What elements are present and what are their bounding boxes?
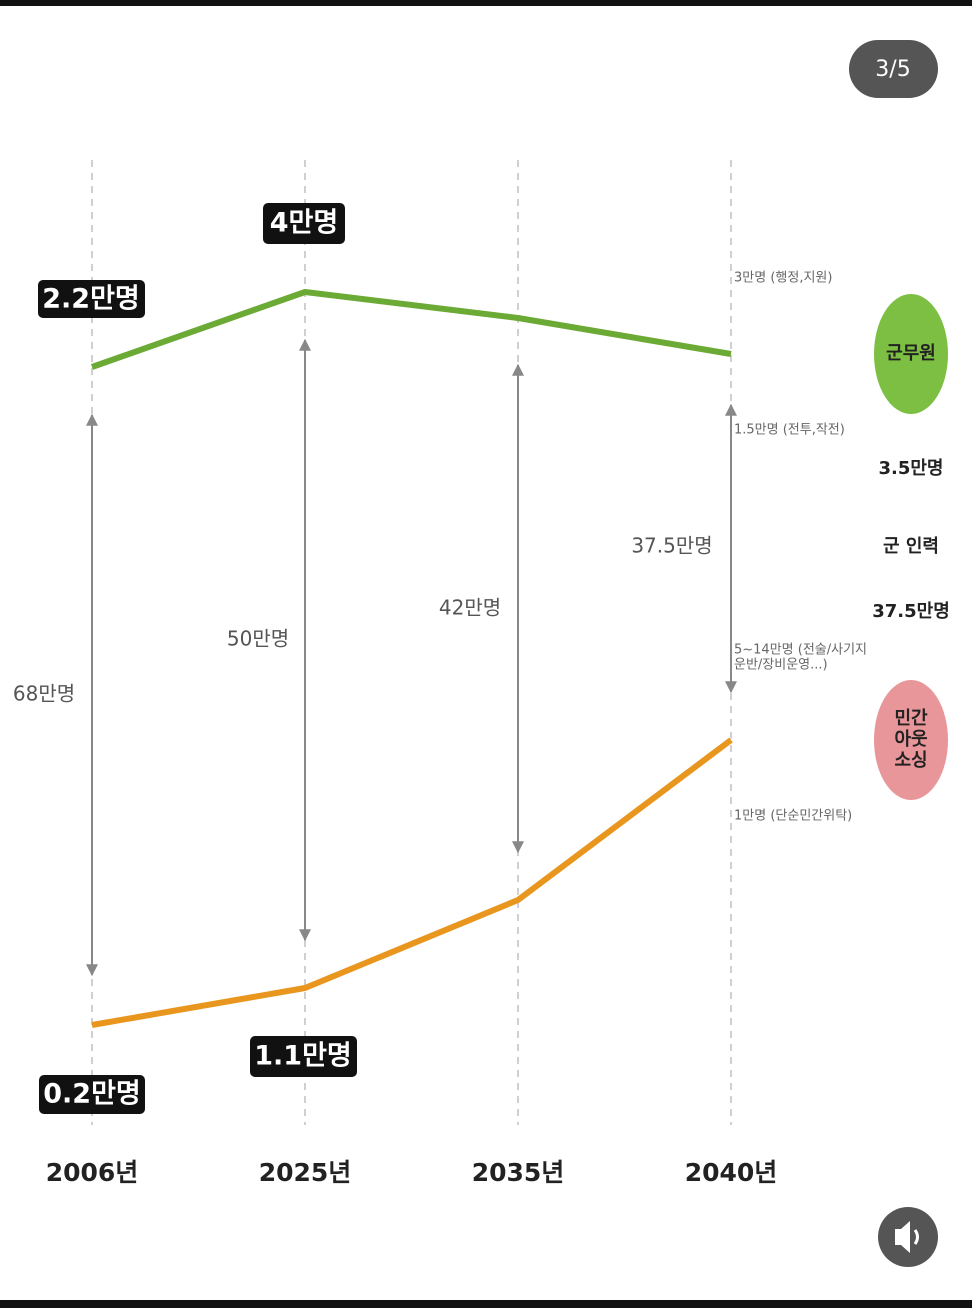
civilian-staff-tag: 4만명	[270, 208, 338, 239]
force-label: 42만명	[439, 596, 501, 620]
civilian-staff-line	[91, 289, 732, 370]
page-indicator[interactable]: 3/5	[849, 40, 938, 98]
tag-box	[38, 280, 145, 318]
legend-label: 아웃	[894, 729, 927, 750]
legend-label: 군무원	[886, 343, 936, 364]
page-pill[interactable]	[849, 40, 938, 98]
note: 5~14만명 (전술/사기지	[734, 643, 867, 658]
civilian-staff-tag: 2.2만명	[42, 284, 140, 315]
legend-label: 민간	[894, 708, 928, 729]
force-label: 50만명	[227, 627, 289, 651]
page-count: 3/5	[875, 57, 910, 82]
sound-wave	[913, 1229, 919, 1245]
tag-box	[250, 1036, 357, 1077]
legend-badge	[874, 294, 948, 414]
outsourcing-tag: 0.2만명	[43, 1079, 141, 1110]
sound-button[interactable]	[878, 1207, 938, 1267]
label-bg	[222, 620, 294, 660]
force-label: 37.5만명	[631, 534, 712, 558]
speaker-icon	[895, 1221, 910, 1253]
outsourcing-line	[91, 737, 733, 1028]
year-label: 2035년	[472, 1158, 565, 1187]
year-label: 2006년	[46, 1158, 139, 1187]
legend-label: 군 인력	[883, 536, 939, 557]
note: 3만명 (행정,지원)	[734, 270, 832, 286]
note: 1만명 (단순민간위탁)	[734, 809, 852, 824]
label-bg	[8, 675, 88, 715]
year-label: 2040년	[685, 1158, 778, 1187]
note: 운반/장비운영...)	[734, 658, 828, 673]
legend-value: 37.5만명	[872, 601, 950, 622]
force-arrows	[86, 338, 737, 977]
bottom-bar	[0, 1300, 972, 1308]
outsourcing-tag: 1.1만명	[254, 1041, 352, 1072]
legend-label: 소싱	[894, 750, 927, 771]
note: 1.5만명 (전투,작전)	[734, 423, 845, 438]
tag-box	[39, 1075, 145, 1114]
legend-badge	[874, 680, 948, 800]
tag-box	[263, 203, 345, 244]
legend-value: 3.5만명	[878, 458, 943, 479]
top-bar	[0, 0, 972, 6]
force-label: 68만명	[13, 682, 75, 706]
year-label: 2025년	[259, 1158, 352, 1187]
